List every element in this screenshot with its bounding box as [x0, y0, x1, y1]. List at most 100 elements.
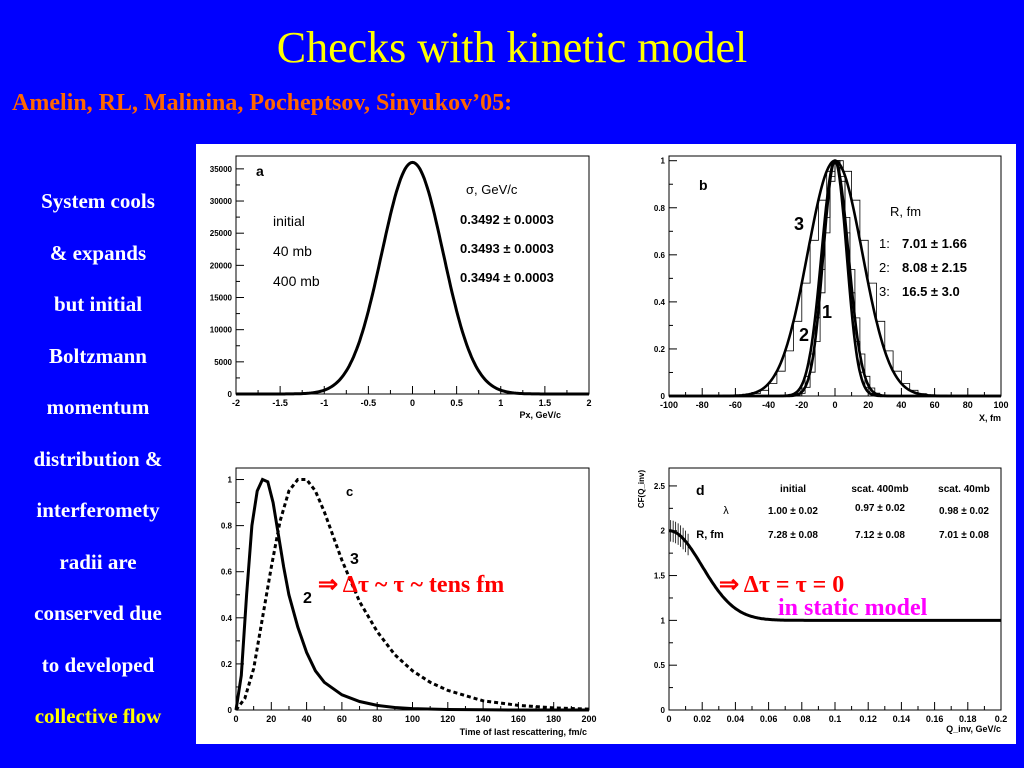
legend-label-a: 40 mb [273, 243, 312, 259]
legend-value-a: 0.3492 ± 0.0003 [460, 212, 554, 227]
annotation-d1: ⇒ Δτ = τ = 0 [719, 572, 844, 598]
y-tick-label-b: 0.6 [654, 251, 666, 260]
table-cell-d: 7.01 ± 0.08 [939, 530, 989, 541]
legend-value-b: 16.5 ± 3.0 [902, 284, 960, 299]
y-tick-label-a: 30000 [210, 197, 233, 206]
y-tick-label-a: 15000 [210, 294, 233, 303]
y-tick-label-c: 0 [228, 706, 233, 715]
table-cell-d: 1.00 ± 0.02 [768, 506, 818, 517]
x-tick-label-b: 40 [896, 400, 906, 410]
x-tick-label-d: 0.14 [893, 714, 911, 724]
x-tick-label-d: 0.08 [793, 714, 811, 724]
panel-label-c: c [346, 484, 353, 499]
y-tick-label-d: 2.5 [654, 482, 666, 491]
side-line-highlight: collective flow [34, 704, 162, 728]
x-axis-label-d: Q_inv, GeV/c [946, 724, 1001, 734]
side-line: & expands [49, 240, 147, 265]
legend-label-a: initial [273, 213, 305, 229]
distribution-curve-c-2 [234, 477, 589, 712]
x-tick-label-c: 80 [372, 714, 382, 724]
x-tick-label-a: -1 [320, 398, 328, 408]
legend-value-a: 0.3493 ± 0.0003 [460, 241, 554, 256]
table-cell-d: 7.28 ± 0.08 [768, 530, 818, 541]
x-tick-label-c: 60 [337, 714, 347, 724]
legend-label-b: 1: [879, 236, 890, 251]
correlation-curve-d [668, 529, 1001, 622]
x-tick-label-d: 0.04 [727, 714, 745, 724]
side-line: conserved due [34, 601, 162, 625]
legend-value-a: 0.3494 ± 0.0003 [460, 270, 554, 285]
y-tick-label-d: 1.5 [654, 572, 666, 581]
x-tick-label-b: 80 [963, 400, 973, 410]
legend-label-b: 2: [879, 260, 890, 275]
x-tick-label-b: -100 [660, 400, 678, 410]
panel-label-b: b [699, 177, 708, 193]
y-tick-label-a: 0 [228, 390, 233, 399]
x-tick-label-d: 0.18 [959, 714, 977, 724]
x-tick-label-b: -20 [795, 400, 808, 410]
x-tick-label-a: 2 [586, 398, 591, 408]
curve-label-c-2: 2 [303, 590, 312, 607]
gaussian-curve-b-2 [669, 159, 1001, 398]
x-tick-label-a: 0 [410, 398, 415, 408]
authors-line: Amelin, RL, Malinina, Pocheptsov, Sinyuk… [12, 90, 513, 116]
x-tick-label-c: 40 [302, 714, 312, 724]
table-cell-d: 0.97 ± 0.02 [855, 503, 905, 514]
histogram-b-1 [735, 160, 940, 397]
x-tick-label-d: 0.06 [760, 714, 778, 724]
y-tick-label-a: 25000 [210, 229, 233, 238]
x-tick-label-a: -2 [232, 398, 240, 408]
y-tick-label-c: 0.2 [221, 660, 233, 669]
table-cell-d: 0.98 ± 0.02 [939, 506, 989, 517]
y-tick-label-c: 1 [228, 476, 233, 485]
gaussian-curve-b-1 [669, 158, 1001, 398]
figure-panel: -2 -1.5 -1 -0.5 0 0.5 1 1.5 2 0 5000 10000 15000 2000… [196, 144, 1016, 744]
x-tick-label-b: 100 [993, 400, 1008, 410]
panel-label-d: d [696, 482, 705, 498]
side-line: radii are [59, 549, 137, 574]
x-tick-label-b: 60 [930, 400, 940, 410]
y-tick-label-c: 0.4 [221, 614, 233, 623]
legend-label-b: 3: [879, 284, 890, 299]
x-tick-label-a: 1 [498, 398, 503, 408]
table-header-d: scat. 400mb [851, 484, 908, 495]
figure-svg: -2 -1.5 -1 -0.5 0 0.5 1 1.5 20500010000150002000… [210, 155, 1009, 737]
table-cell-d: λ [723, 505, 729, 517]
x-tick-label-b: -80 [696, 400, 709, 410]
y-tick-label-b: 0 [661, 392, 666, 401]
x-tick-label-d: 0.16 [926, 714, 944, 724]
x-axis-label-c: Time of last rescattering, fm/c [460, 727, 587, 737]
side-line: momentum [46, 395, 150, 419]
x-tick-label-a: 1.5 [539, 398, 552, 408]
table-header-d: initial [780, 484, 806, 495]
x-tick-label-b: 0 [832, 400, 837, 410]
side-line: to developed [41, 652, 155, 677]
y-tick-label-d: 2 [661, 527, 666, 536]
distribution-curve-c-3 [234, 478, 590, 711]
y-tick-label-a: 35000 [210, 165, 233, 174]
x-tick-label-b: 20 [863, 400, 873, 410]
side-text: System cools & expands but initial Boltz… [4, 176, 192, 743]
x-tick-label-c: 120 [440, 714, 455, 724]
annotation-c: ⇒ Δτ ~ τ ~ tens fm [318, 572, 504, 598]
side-line: distribution & [33, 446, 163, 471]
y-tick-label-d: 1 [661, 616, 666, 625]
curve-label-c-3: 3 [350, 551, 359, 568]
x-tick-label-d: 0.2 [995, 714, 1008, 724]
y-tick-label-a: 20000 [210, 261, 233, 270]
table-header-d: scat. 40mb [938, 484, 990, 495]
y-axis-label-d: CF(Q_inv) [637, 470, 646, 509]
x-tick-label-d: 0.02 [693, 714, 711, 724]
side-line: but initial [53, 292, 143, 316]
x-tick-label-c: 200 [581, 714, 596, 724]
curve-label-b-1: 1 [822, 302, 832, 322]
histogram-b-3 [735, 160, 943, 397]
x-tick-label-c: 100 [405, 714, 420, 724]
y-tick-label-b: 0.8 [654, 204, 666, 213]
y-tick-label-c: 0.6 [221, 568, 233, 577]
side-line: Boltzmann [48, 343, 147, 368]
x-tick-label-c: 180 [546, 714, 561, 724]
annotation-d2: in static model [778, 595, 928, 621]
y-tick-label-b: 0.2 [654, 345, 666, 354]
y-tick-label-c: 0.8 [221, 522, 233, 531]
